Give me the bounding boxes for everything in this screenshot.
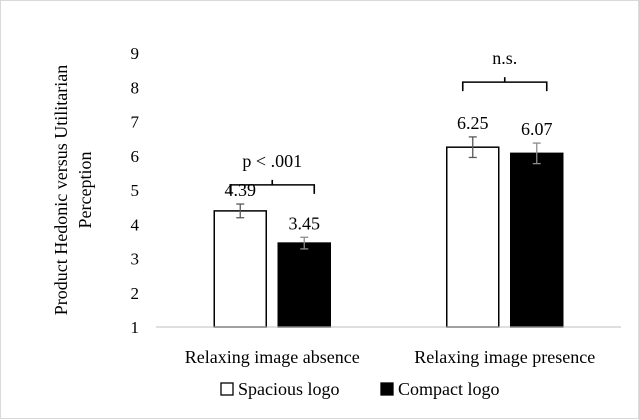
legend-swatch <box>380 382 394 396</box>
significance-label: n.s. <box>492 48 517 68</box>
y-tick-label: 3 <box>131 250 140 269</box>
error-bars <box>236 136 541 250</box>
y-tick-label: 2 <box>131 284 140 303</box>
y-tick-label: 7 <box>131 113 140 132</box>
y-tick-label: 5 <box>131 181 140 200</box>
data-label: 4.39 <box>225 180 257 200</box>
error-bar <box>236 203 245 219</box>
y-tick-label: 4 <box>131 215 140 234</box>
bar-compact-0 <box>277 242 331 328</box>
error-bar <box>468 136 477 159</box>
bars <box>213 146 564 328</box>
y-tick-label: 9 <box>131 44 140 63</box>
data-label: 6.25 <box>457 113 489 133</box>
y-axis: 1 2 3 4 5 6 7 8 9 <box>131 44 140 337</box>
significance-bracket <box>229 179 316 194</box>
legend-swatch <box>220 382 234 396</box>
legend: Spacious logo Compact logo <box>220 379 500 399</box>
significance-annotations: p < .001 n.s. <box>229 48 548 194</box>
bar-spacious-1 <box>446 146 500 328</box>
legend-label: Spacious logo <box>238 379 340 399</box>
data-label: 3.45 <box>289 213 321 233</box>
x-category-label: Relaxing image presence <box>414 347 595 367</box>
y-axis-title-line: Perception <box>75 152 95 229</box>
data-labels: 4.39 6.25 3.45 6.07 <box>225 113 553 233</box>
bar-spacious-0 <box>213 210 267 328</box>
significance-label: p < .001 <box>242 151 302 171</box>
y-tick-label: 8 <box>131 78 140 97</box>
error-bar <box>300 236 309 250</box>
legend-item-spacious: Spacious logo <box>220 379 340 399</box>
legend-label: Compact logo <box>398 379 500 399</box>
bar-compact-1 <box>510 152 564 328</box>
significance-bracket <box>461 77 548 92</box>
error-bar <box>532 142 541 165</box>
legend-item-compact: Compact logo <box>380 379 500 399</box>
y-axis-title: Product Hedonic versus Utilitarian Percep… <box>51 65 95 315</box>
y-tick-label: 6 <box>131 147 140 166</box>
y-tick-label: 1 <box>131 318 140 337</box>
x-category-label: Relaxing image absence <box>185 347 360 367</box>
y-axis-title-line: Product Hedonic versus Utilitarian <box>51 65 71 315</box>
data-label: 6.07 <box>521 119 553 139</box>
category-labels: Relaxing image absence Relaxing image pre… <box>185 347 595 367</box>
